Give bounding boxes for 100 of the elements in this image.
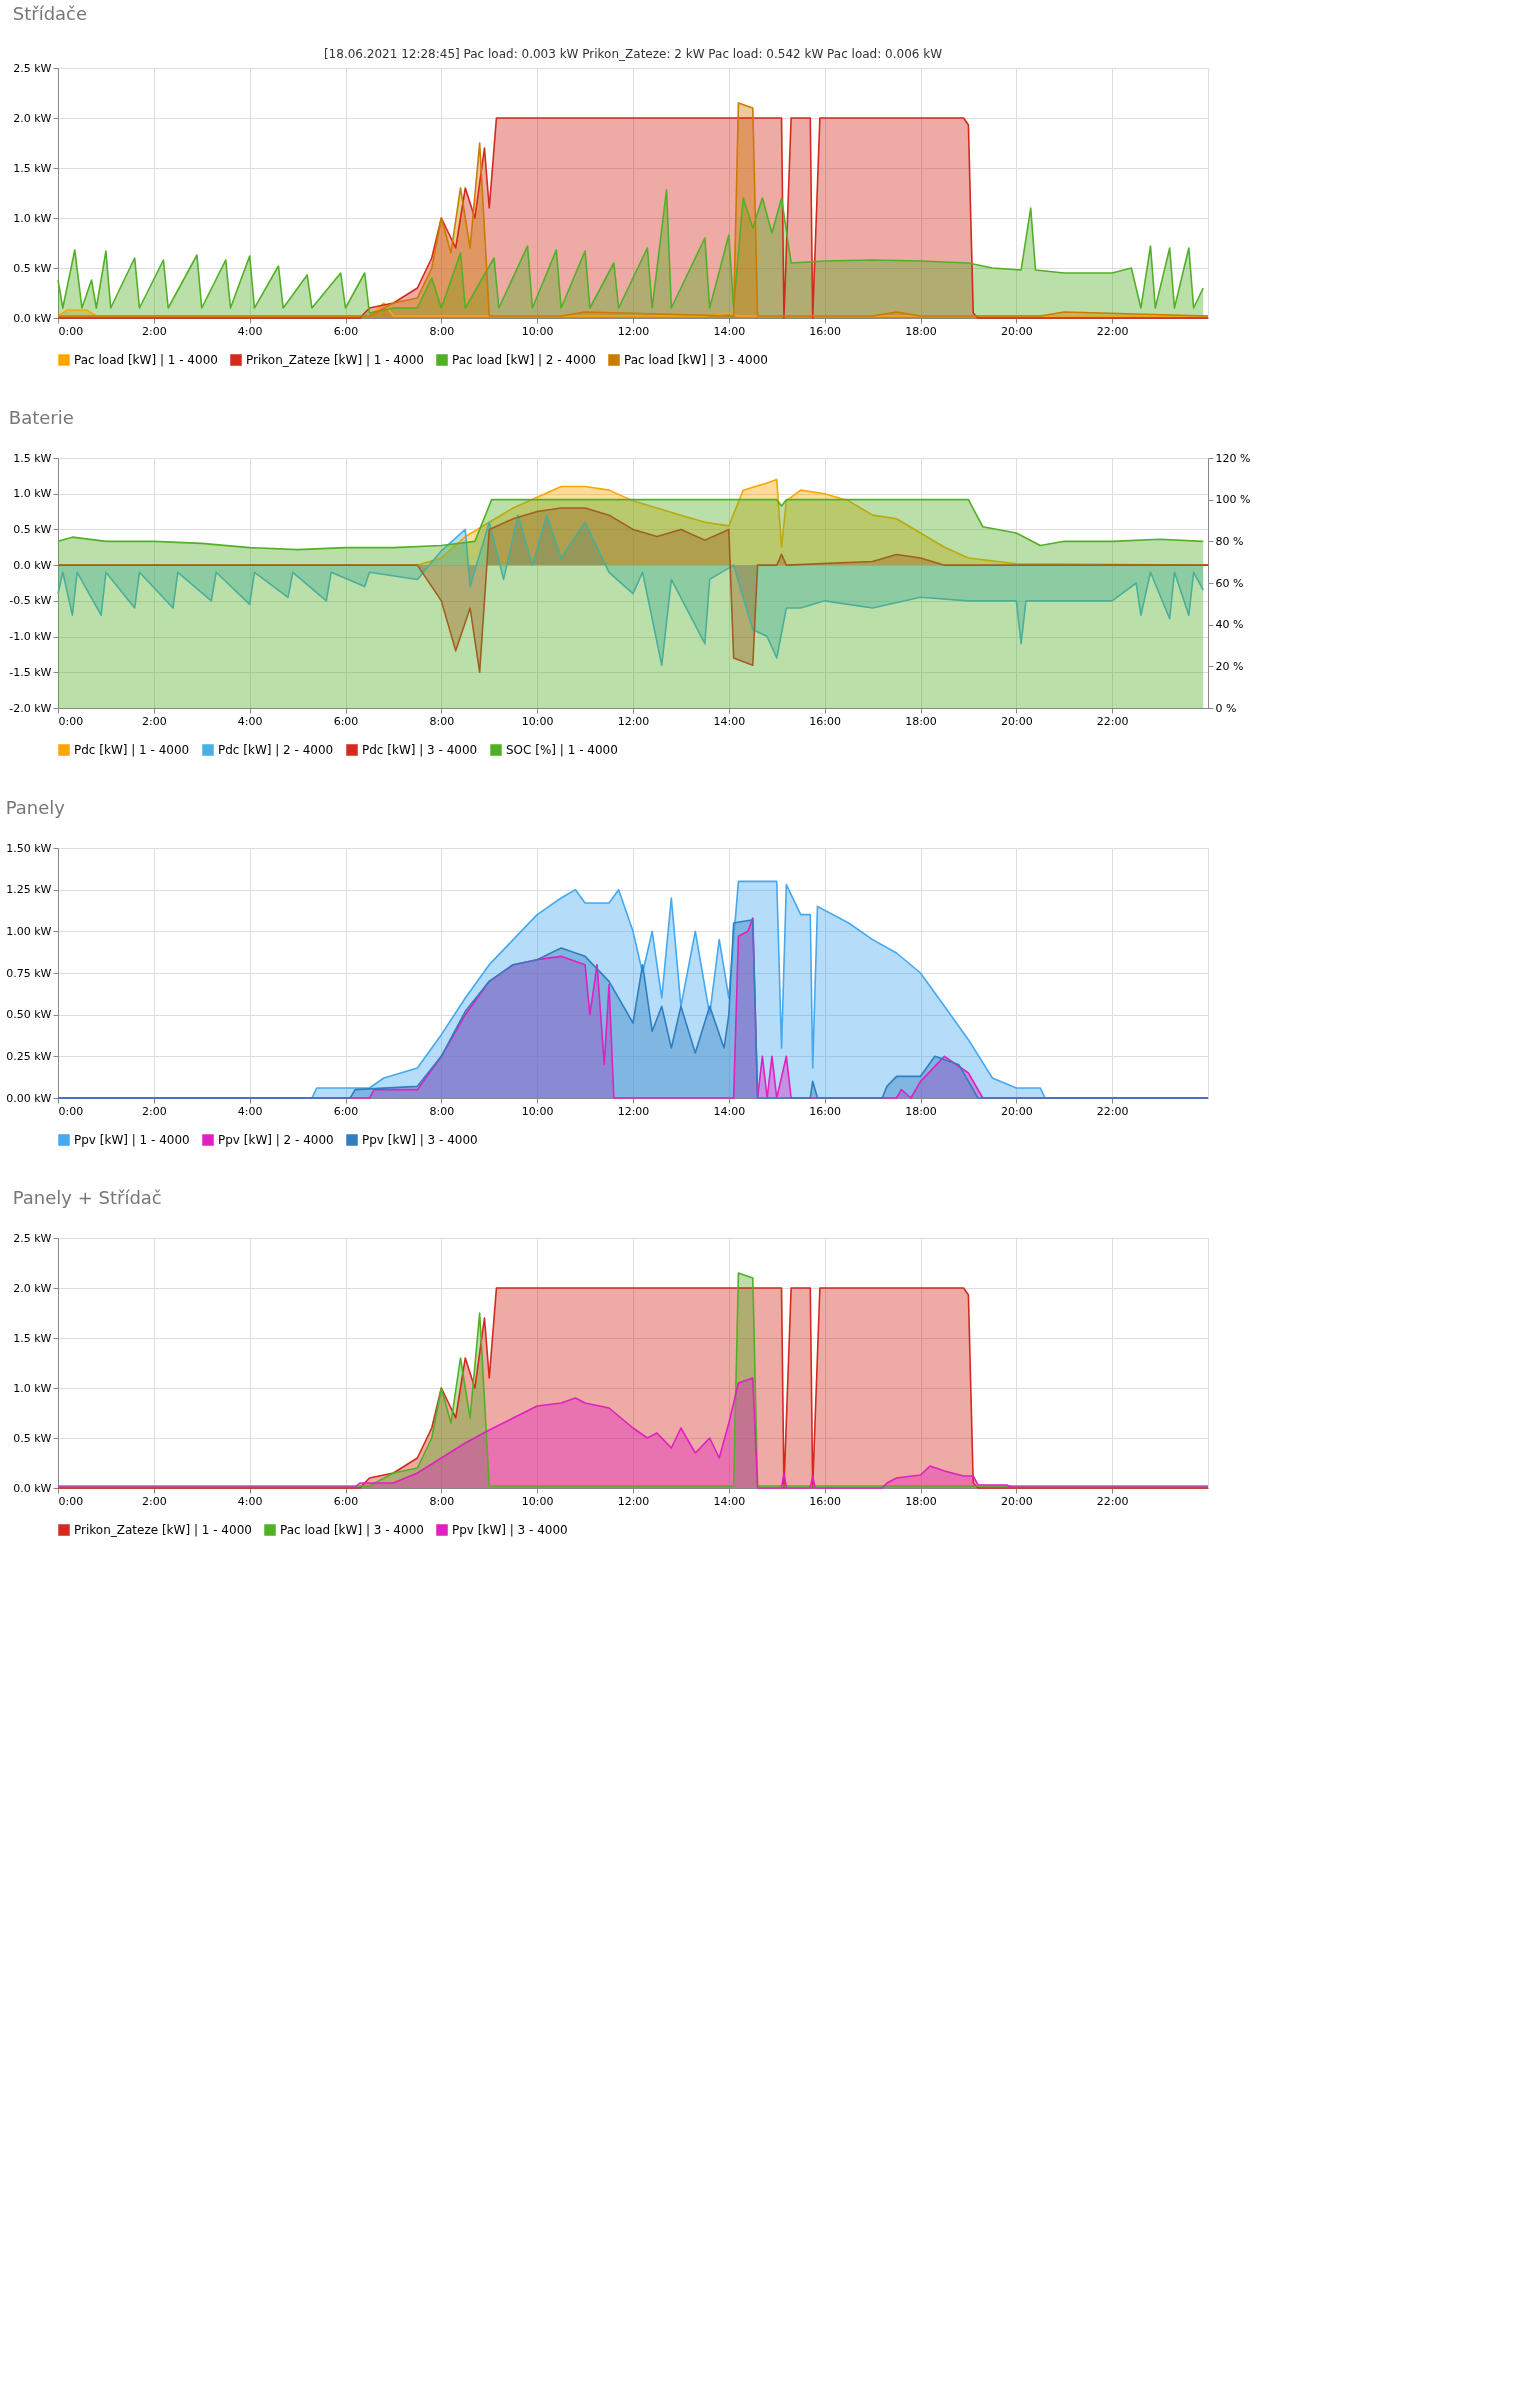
chart-title: Panely [5,797,66,818]
y-tick-label: 0.5 kW [13,261,52,275]
chart-title: Baterie [8,407,74,428]
y2-tick-label: 60 % [1215,576,1244,590]
y-tick-label: 0.5 kW [13,522,52,536]
x-tick-label: 8:00 [429,324,455,338]
y-tick-label: 0.25 kW [6,1049,52,1063]
x-tick-label: 6:00 [333,714,359,728]
y-tick-label: 0.75 kW [6,966,52,980]
text: [18.06.2021 12:28:45] Pac load: 0.003 kW Prikon_Zateze: 2 kW Pac load: 0.542 kW Pac load: 0.006 kW [323,47,943,61]
y-tick-label: 2.0 kW [13,1281,52,1295]
y2-tick-label: 80 % [1215,534,1244,548]
y-tick-label: 1.0 kW [13,487,52,501]
y-tick-label: 1.0 kW [13,211,52,225]
y-tick-label: 1.5 kW [13,161,52,175]
y-tick-label: 0.0 kW [13,1481,52,1495]
x-tick-label: 10:00 [521,324,554,338]
y-tick-label: 0.0 kW [13,311,52,325]
legend-label: Prikon_Zateze [kW] | 1 - 4000 [74,1523,252,1537]
y-tick-label: -0.5 kW [9,594,52,608]
legend-label: Pac load [kW] | 3 - 4000 [624,353,768,367]
x-tick-label: 22:00 [1096,1104,1129,1118]
x-tick-label: 12:00 [617,1104,650,1118]
x-tick-label: 2:00 [141,324,167,338]
x-tick-label: 0:00 [58,1104,84,1118]
legend-label: Pac load [kW] | 2 - 4000 [452,353,596,367]
y-tick-label: 1.50 kW [6,841,52,855]
x-tick-label: 12:00 [617,324,650,338]
x-tick-label: 0:00 [58,1494,84,1508]
x-tick-label: 16:00 [809,714,842,728]
x-tick-label: 0:00 [58,324,84,338]
legend-label: Pdc [kW] | 1 - 4000 [74,743,190,757]
x-tick-label: 6:00 [333,1494,359,1508]
x-tick-label: 18:00 [905,324,937,338]
x-tick-label: 10:00 [521,1104,554,1118]
x-tick-label: 14:00 [713,1494,746,1508]
x-tick-label: 18:00 [905,1104,937,1118]
x-tick-label: 14:00 [713,324,746,338]
legend-label: Pac load [kW] | 3 - 4000 [280,1523,424,1537]
x-tick-label: 22:00 [1096,714,1129,728]
y2-tick-label: 100 % [1215,493,1251,507]
legend-label: Ppv [kW] | 3 - 4000 [452,1523,568,1537]
y2-tick-label: 0 % [1215,701,1237,715]
y-tick-label: 2.5 kW [13,1231,52,1245]
x-tick-label: 20:00 [1000,1104,1033,1118]
x-tick-label: 8:00 [429,714,455,728]
x-tick-label: 6:00 [333,1104,359,1118]
x-tick-label: 2:00 [141,1494,167,1508]
x-tick-label: 22:00 [1096,324,1129,338]
y-tick-label: 0.5 kW [13,1431,52,1445]
x-tick-label: 6:00 [333,324,359,338]
chart-title: Střídače [12,3,88,24]
x-tick-label: 16:00 [809,324,842,338]
x-tick-label: 0:00 [58,714,84,728]
y-tick-label: 0.0 kW [13,558,52,572]
x-tick-label: 14:00 [713,1104,746,1118]
y-tick-label: 1.0 kW [13,1381,52,1395]
y2-tick-label: 120 % [1215,451,1251,465]
x-tick-label: 20:00 [1000,714,1033,728]
y-tick-label: 1.00 kW [6,924,52,938]
x-tick-label: 12:00 [617,714,650,728]
x-tick-label: 18:00 [905,714,937,728]
x-tick-label: 4:00 [237,1104,263,1118]
y-tick-label: -1.5 kW [9,665,52,679]
x-tick-label: 4:00 [237,324,263,338]
y-tick-label: -2.0 kW [9,701,52,715]
x-tick-label: 20:00 [1000,324,1033,338]
legend-label: Pdc [kW] | 3 - 4000 [362,743,478,757]
x-tick-label: 8:00 [429,1104,455,1118]
x-tick-label: 10:00 [521,1494,554,1508]
x-tick-label: 4:00 [237,1494,263,1508]
x-tick-label: 20:00 [1000,1494,1033,1508]
legend-label: Prikon_Zateze [kW] | 1 - 4000 [246,353,424,367]
x-tick-label: 22:00 [1096,1494,1129,1508]
legend-label: Ppv [kW] | 3 - 4000 [362,1133,478,1147]
legend-label: Pac load [kW] | 1 - 4000 [74,353,218,367]
x-tick-label: 2:00 [141,1104,167,1118]
x-tick-label: 2:00 [141,714,167,728]
y-tick-label: 2.0 kW [13,111,52,125]
y2-tick-label: 20 % [1215,659,1244,673]
x-tick-label: 10:00 [521,714,554,728]
legend-label: Ppv [kW] | 1 - 4000 [74,1133,190,1147]
legend-label: Ppv [kW] | 2 - 4000 [218,1133,334,1147]
legend-label: SOC [%] | 1 - 4000 [506,743,618,757]
x-tick-label: 12:00 [617,1494,650,1508]
y-tick-label: 2.5 kW [13,61,52,75]
x-tick-label: 14:00 [713,714,746,728]
x-tick-label: 16:00 [809,1494,842,1508]
x-tick-label: 8:00 [429,1494,455,1508]
legend-label: Pdc [kW] | 2 - 4000 [218,743,334,757]
y2-tick-label: 40 % [1215,618,1244,632]
y-tick-label: 1.5 kW [13,1331,52,1345]
x-tick-label: 4:00 [237,714,263,728]
y-tick-label: 0.50 kW [6,1008,52,1022]
y-tick-label: 0.00 kW [6,1091,52,1105]
y-tick-label: -1.0 kW [9,630,52,644]
y-tick-label: 1.25 kW [6,883,52,897]
x-tick-label: 16:00 [809,1104,842,1118]
x-tick-label: 18:00 [905,1494,937,1508]
y-tick-label: 1.5 kW [13,451,52,465]
